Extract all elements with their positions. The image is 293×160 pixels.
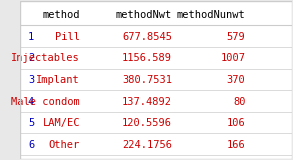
Text: 1: 1 xyxy=(28,32,34,42)
Text: 370: 370 xyxy=(227,75,246,85)
Text: LAM/EC: LAM/EC xyxy=(42,118,80,128)
Text: Male condom: Male condom xyxy=(11,96,80,107)
Text: Pill: Pill xyxy=(55,32,80,42)
Text: 120.5596: 120.5596 xyxy=(122,118,172,128)
Text: Implant: Implant xyxy=(36,75,80,85)
Text: 2: 2 xyxy=(28,53,34,64)
Text: 1156.589: 1156.589 xyxy=(122,53,172,64)
Text: 4: 4 xyxy=(28,96,34,107)
Text: 1007: 1007 xyxy=(220,53,246,64)
Text: 224.1756: 224.1756 xyxy=(122,140,172,150)
Text: Other: Other xyxy=(49,140,80,150)
Text: methodNunwt: methodNunwt xyxy=(177,10,246,20)
Text: 3: 3 xyxy=(28,75,34,85)
Text: 6: 6 xyxy=(28,140,34,150)
Text: 106: 106 xyxy=(227,118,246,128)
Text: 137.4892: 137.4892 xyxy=(122,96,172,107)
Text: 380.7531: 380.7531 xyxy=(122,75,172,85)
Text: methodNwt: methodNwt xyxy=(116,10,172,20)
Text: 80: 80 xyxy=(233,96,246,107)
Text: 5: 5 xyxy=(28,118,34,128)
Text: Injectables: Injectables xyxy=(11,53,80,64)
Text: 166: 166 xyxy=(227,140,246,150)
Text: method: method xyxy=(42,10,80,20)
Text: 579: 579 xyxy=(227,32,246,42)
Text: 677.8545: 677.8545 xyxy=(122,32,172,42)
